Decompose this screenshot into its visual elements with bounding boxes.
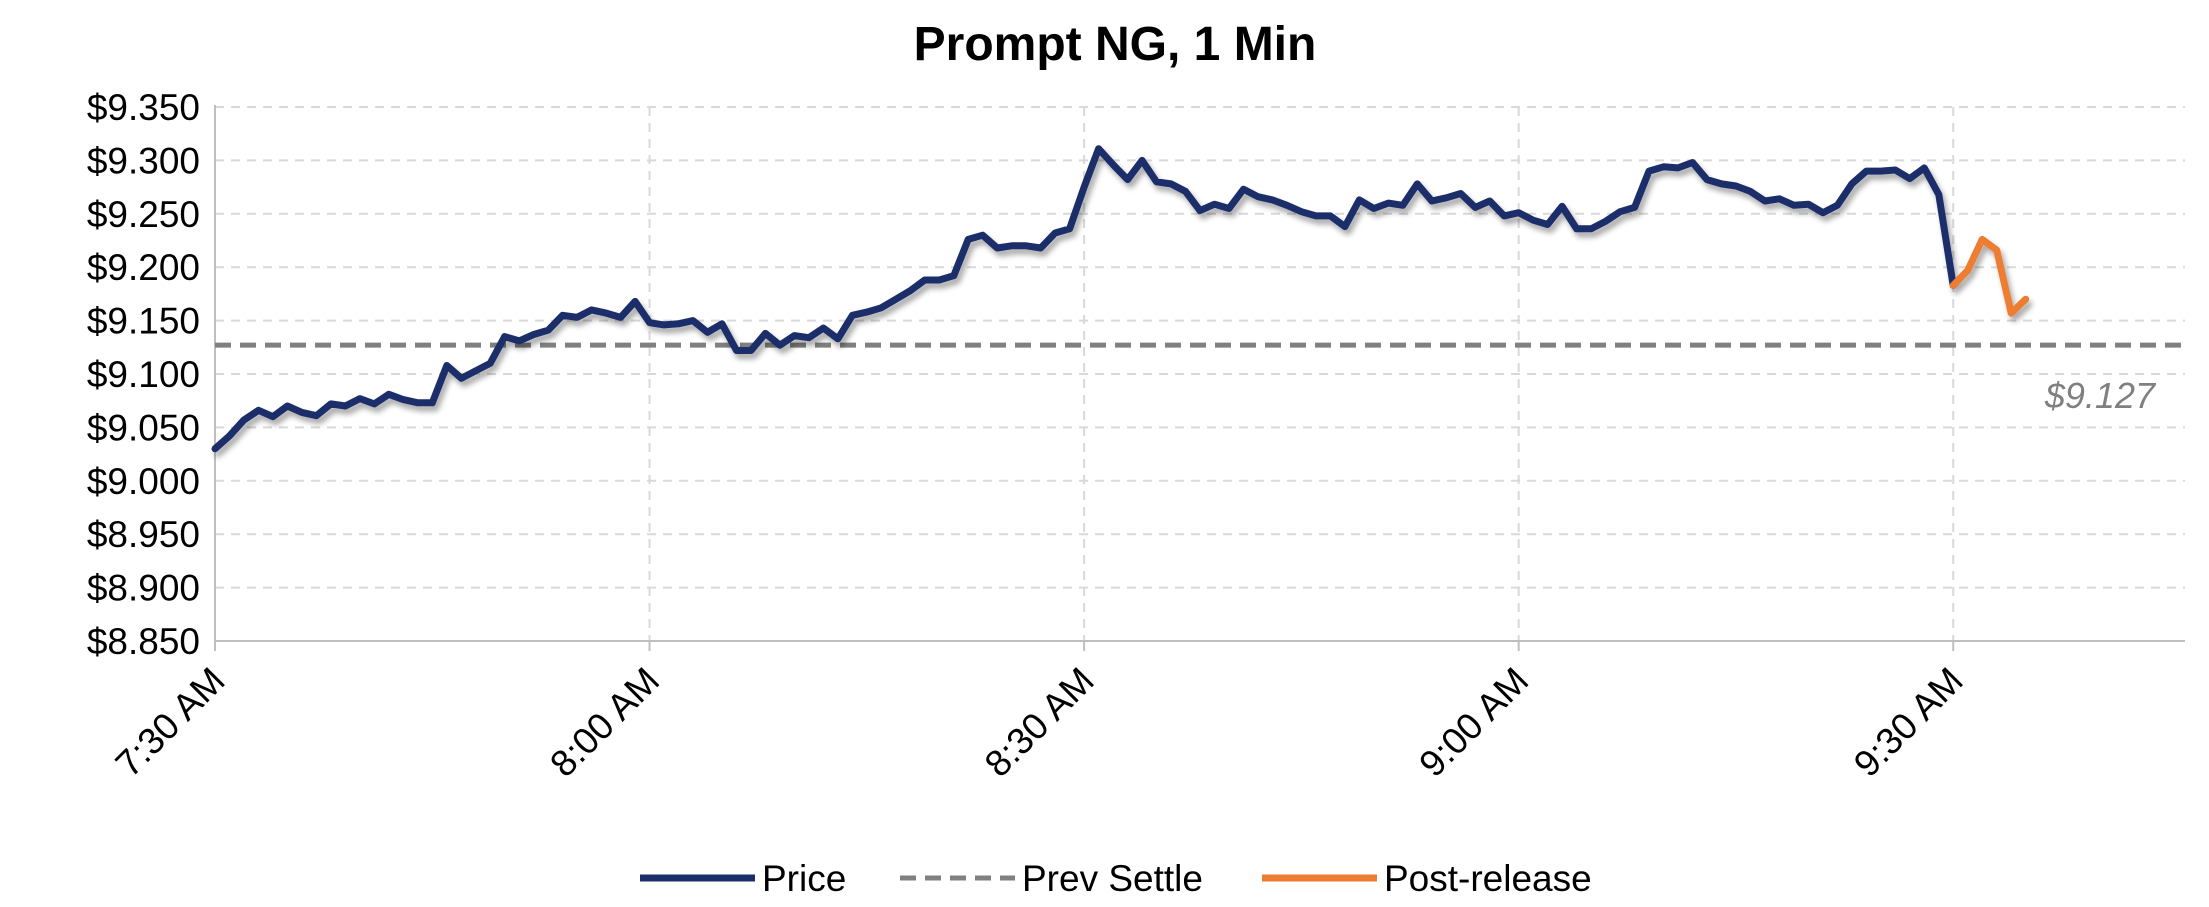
y-tick-label: $9.100 <box>87 354 200 395</box>
y-tick-label: $8.900 <box>87 568 200 609</box>
x-tick-label: 8:30 AM <box>977 660 1102 785</box>
legend: Price Prev Settle Post-release <box>640 858 1592 899</box>
grid-layer <box>215 106 2185 641</box>
post-release-line <box>1949 235 2030 317</box>
x-tick-label: 9:30 AM <box>1846 660 1971 785</box>
axis-layer <box>214 105 2185 651</box>
y-tick-label: $9.300 <box>87 140 200 181</box>
y-tick-label: $9.150 <box>87 301 200 342</box>
legend-label-post-release: Post-release <box>1384 858 1592 899</box>
chart-title: Prompt NG, 1 Min <box>914 18 1317 71</box>
prev-settle-label: $9.127 <box>2044 375 2157 416</box>
legend-label-price: Price <box>762 858 846 899</box>
y-tick-label: $8.850 <box>87 621 200 662</box>
price-line <box>211 145 1957 453</box>
y-tick-label: $9.250 <box>87 194 200 235</box>
y-tick-label: $9.000 <box>87 461 200 502</box>
x-tick-label: 7:30 AM <box>108 660 233 785</box>
series-layer <box>211 145 2030 453</box>
x-tick-labels: 7:30 AM 8:00 AM 8:30 AM 9:00 AM 9:30 AM <box>108 660 1971 785</box>
reference-layer: $9.127 <box>215 342 2185 416</box>
y-tick-label: $8.950 <box>87 514 200 555</box>
legend-label-prev-settle: Prev Settle <box>1022 858 1203 899</box>
x-tick-label: 9:00 AM <box>1411 660 1536 785</box>
y-tick-label: $9.050 <box>87 407 200 448</box>
x-tick-label: 8:00 AM <box>542 660 667 785</box>
y-tick-label: $9.350 <box>87 87 200 128</box>
y-tick-labels: $9.350 $9.300 $9.250 $9.200 $9.150 $9.100 $9.0… <box>87 87 200 662</box>
y-tick-label: $9.200 <box>87 247 200 288</box>
